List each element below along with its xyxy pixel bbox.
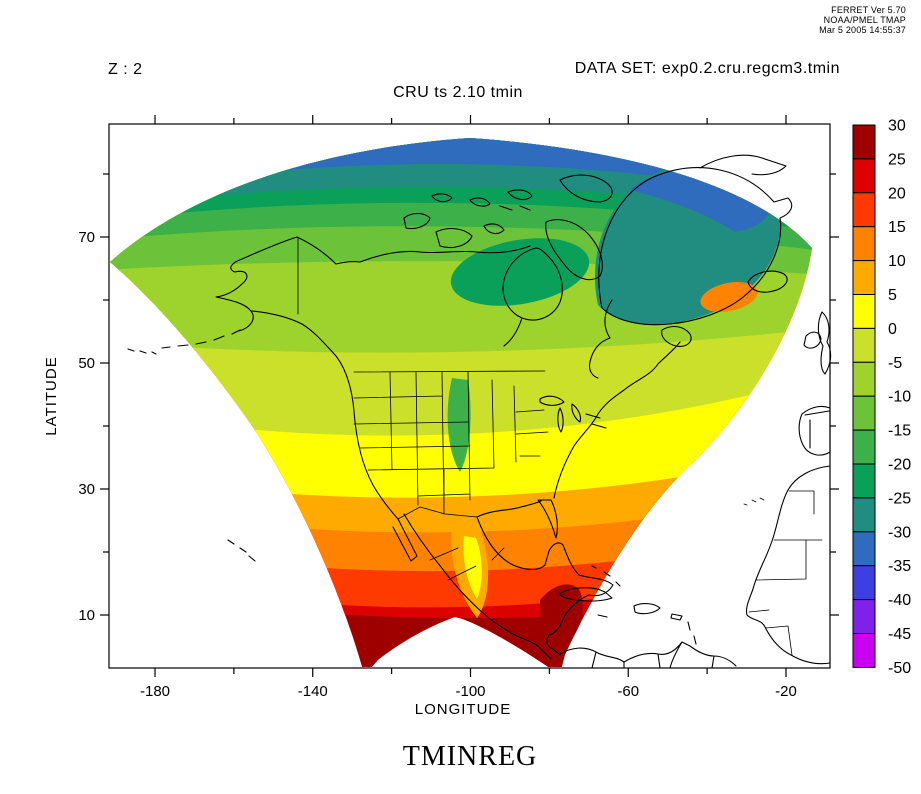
colorbar-tick-label: -25 xyxy=(888,490,911,507)
colorbar-cell xyxy=(852,361,876,397)
hawaii-islands xyxy=(127,348,256,562)
z-slice-label: Z : 2 xyxy=(108,61,143,78)
colorbar-tick-label: 20 xyxy=(888,185,906,202)
europe-coast xyxy=(798,311,832,456)
x-tick-label: -180 xyxy=(140,683,170,700)
x-tick-label: -140 xyxy=(298,683,328,700)
axis-ticks xyxy=(100,115,839,677)
us-state-lines xyxy=(297,237,549,581)
aleutian-islands xyxy=(161,329,241,349)
colorbar-tick-label: 25 xyxy=(888,151,906,168)
dataset-label: DATA SET: exp0.2.cru.regcm3.tmin xyxy=(575,60,840,77)
colorbar-tick-labels: 30 25 20 15 10 5 0 -5 -10 -15 -20 -25 -30 -35 -40 -45 -5… xyxy=(888,118,911,677)
x-axis-title: LONGITUDE xyxy=(415,701,512,718)
y-tick-label: 30 xyxy=(78,481,95,498)
colorbar-tick-label: -20 xyxy=(888,457,911,474)
colorbar-cell xyxy=(852,531,876,567)
colorbar-tick-label: 30 xyxy=(888,118,906,135)
y-axis-tick-labels: 70 50 30 10 xyxy=(78,229,95,624)
colorbar-cell xyxy=(852,497,876,533)
colorbar-tick-label: -15 xyxy=(888,423,911,440)
colorbar-cell xyxy=(852,429,876,465)
colorbar-cell xyxy=(852,124,876,160)
colorbar-tick-label: 5 xyxy=(888,287,897,304)
colorbar-tick-label: -40 xyxy=(888,592,911,609)
organization-text: NOAA/PMEL TMAP xyxy=(824,15,906,25)
y-axis-title: LATITUDE xyxy=(43,356,60,435)
great-lakes xyxy=(539,395,607,433)
colorbar-cell xyxy=(852,158,876,194)
colorbar-tick-label: -5 xyxy=(888,355,902,372)
colorbar-tick-label: 0 xyxy=(888,321,897,338)
caribbean-islands xyxy=(558,565,697,645)
y-tick-label: 10 xyxy=(78,607,95,624)
x-tick-label: -20 xyxy=(775,683,797,700)
cool-tongue-rockies xyxy=(447,378,471,472)
colorbar-tick-label: -30 xyxy=(888,524,911,541)
y-tick-label: 50 xyxy=(78,355,95,372)
colorbar-tick-label: -50 xyxy=(888,660,911,677)
colorbar-tick-label: 10 xyxy=(888,253,906,270)
north-america-coast xyxy=(215,236,681,660)
hudson-bay-coast xyxy=(502,247,563,347)
colorbar xyxy=(852,124,876,668)
hot-patch-colombia xyxy=(540,584,583,656)
coastlines xyxy=(127,154,832,669)
colorbar-tick-label: 15 xyxy=(888,219,906,236)
greenland-coast xyxy=(598,154,793,326)
ferret-version-text: FERRET Ver 5.70 xyxy=(831,5,906,15)
colorbar-cell xyxy=(852,327,876,363)
africa-coast xyxy=(745,465,831,665)
warm-patch-south-of-iceland xyxy=(700,282,758,312)
colorbar-tick-label: -10 xyxy=(888,389,911,406)
colorbar-cell xyxy=(852,463,876,499)
plot-frame xyxy=(108,123,831,669)
arctic-islands xyxy=(403,174,692,347)
cold-patch-central-canada xyxy=(450,238,590,306)
variable-title: TMINREG xyxy=(403,741,538,772)
colorbar-cell xyxy=(852,395,876,431)
x-tick-label: -100 xyxy=(455,683,485,700)
colorbar-cell xyxy=(852,260,876,296)
south-america-coast xyxy=(559,641,737,669)
colorbar-cell xyxy=(852,192,876,228)
plot-title: CRU ts 2.10 tmin xyxy=(393,84,523,101)
colorbar-tick-label: -45 xyxy=(888,626,911,643)
colorbar-cell xyxy=(852,565,876,601)
colorbar-tick-label: -35 xyxy=(888,558,911,575)
colorbar-cell xyxy=(852,226,876,262)
iceland-coast xyxy=(747,270,788,293)
x-axis-tick-labels: -180 -140 -100 -60 -20 xyxy=(140,683,797,700)
x-tick-label: -60 xyxy=(617,683,639,700)
colorbar-cell xyxy=(852,633,876,668)
y-tick-label: 70 xyxy=(78,229,95,246)
colorbar-cell xyxy=(852,294,876,329)
africa-borders xyxy=(743,490,823,656)
timestamp-text: Mar 5 2005 14:55:37 xyxy=(819,25,906,35)
state-borders xyxy=(297,237,549,581)
colorbar-cell xyxy=(852,599,876,634)
